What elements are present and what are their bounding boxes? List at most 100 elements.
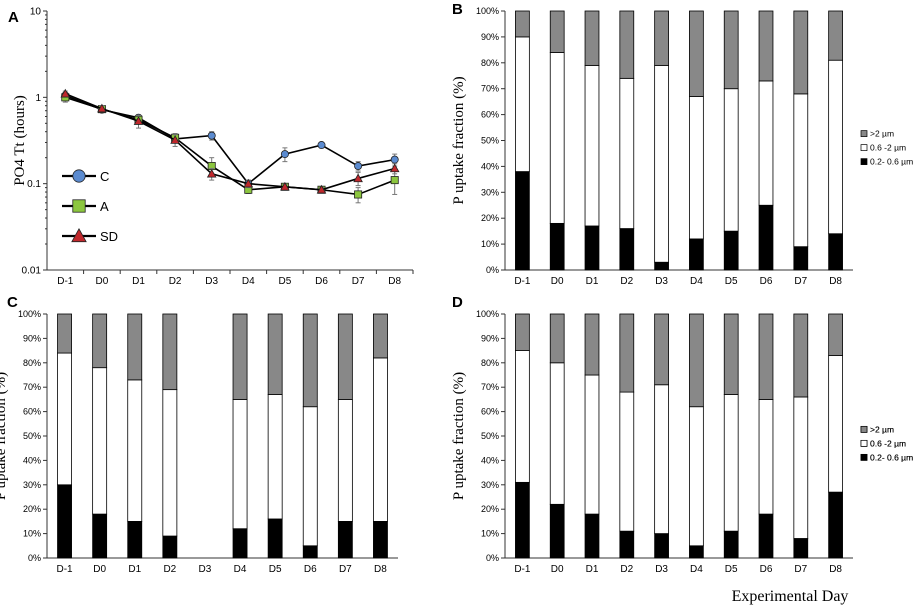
x-tick-label: D-1 (514, 276, 531, 287)
x-tick-label: D7 (352, 276, 365, 287)
legend-swatch-0-6-2-m (860, 439, 868, 447)
bar-d2 (162, 313, 178, 559)
bar-segment-0-6-2-m (793, 93, 809, 248)
data-point-c (354, 162, 363, 171)
bar-segment-0-2-0-6-m (723, 530, 739, 559)
bar-d4 (689, 10, 704, 271)
bar-d8 (373, 313, 388, 559)
bar-segment-0-6-2-m (549, 362, 565, 505)
x-tick-label: D8 (829, 564, 842, 575)
y-tick-label: 40% (481, 161, 499, 171)
bar-segment-0-2-0-6-m (232, 528, 248, 559)
x-tick-label: D8 (374, 564, 387, 575)
bar-segment-0-6-2-m (57, 352, 72, 486)
legend: CA SD (62, 169, 118, 244)
bar-d4 (689, 313, 704, 559)
legend-swatch-0-2-0-6-m (860, 158, 868, 165)
bar-segment-2-m (793, 313, 809, 398)
bar-segment-2-m (828, 10, 843, 61)
bar-segment-0-2-0-6-m (828, 233, 843, 271)
y-tick-label: 80% (481, 58, 499, 68)
panel-a: A 0.01 0.1 1 10 D-1 D0 D1 D2 D3 D4 D5 D6 D7 D8 PO4 Tt (… (8, 7, 414, 287)
bar-d-1 (515, 313, 530, 559)
bar-segment-2-m (689, 313, 704, 408)
bar-segment-2-m (302, 313, 318, 408)
bar-segment-2-m (549, 313, 565, 364)
y-tick-label: 50% (23, 431, 41, 441)
bar-d4 (232, 313, 248, 559)
bar-segment-2-m (723, 313, 739, 395)
bar-segment-2-m (57, 313, 72, 354)
bar-segment-0-6-2-m (302, 406, 318, 547)
bar-d7 (793, 10, 809, 271)
bar-segment-0-2-0-6-m (758, 204, 774, 271)
x-tick-label: D3 (655, 276, 668, 287)
y-tick-label: 60% (23, 407, 41, 417)
bar-d1 (584, 313, 600, 559)
y-axis-label: P uptake fraction (%) (451, 76, 467, 204)
x-tick-label: D2 (620, 564, 633, 575)
y-tick-label: 90% (23, 333, 41, 343)
x-tick-label: D2 (620, 276, 633, 287)
bar-segment-0-6-2-m (689, 406, 704, 547)
x-tick-label: D0 (93, 564, 106, 575)
data-point-sd (206, 168, 217, 178)
x-tick-label: D3 (205, 276, 218, 287)
y-tick-label: 10 (30, 7, 42, 18)
data-point-sd (60, 88, 71, 98)
data-point-a (390, 176, 399, 185)
y-tick-label: 100% (18, 309, 41, 319)
bar-d3 (654, 10, 669, 271)
legend-label-0-6-2-m: 0.6 -2 µm (870, 438, 906, 448)
bar-segment-0-6-2-m (758, 80, 774, 206)
y-tick-label: 50% (481, 431, 499, 441)
x-tick-label: D6 (315, 276, 328, 287)
x-tick-label: D-1 (57, 276, 74, 287)
bar-segment-0-2-0-6-m (57, 484, 72, 559)
x-tick-label: D0 (96, 276, 109, 287)
data-point-c (207, 131, 216, 140)
series-line-c (65, 94, 395, 185)
bar-segment-0-2-0-6-m (828, 491, 843, 559)
x-tick-label: D-1 (514, 564, 531, 575)
x-tick-label: D5 (269, 564, 282, 575)
data-point-a (354, 190, 363, 199)
bar-d0 (92, 313, 108, 559)
bar-segment-0-2-0-6-m (723, 230, 739, 271)
bar-segment-0-2-0-6-m (373, 521, 388, 559)
y-tick-label: 80% (23, 358, 41, 368)
x-tick-label: D5 (725, 564, 738, 575)
x-tick-label: D1 (586, 564, 599, 575)
bar-segment-0-6-2-m (793, 396, 809, 539)
bar-segment-0-2-0-6-m (689, 238, 704, 271)
bar-d5 (267, 313, 283, 559)
bar-segment-0-2-0-6-m (515, 171, 530, 271)
bar-segment-0-2-0-6-m (584, 225, 600, 271)
bar-d5 (723, 10, 739, 271)
legend-label-0-6-2-m: 0.6 -2 µm (870, 143, 906, 153)
legend-swatch-0-2-0-6-m (860, 453, 868, 461)
y-tick-label: 20% (481, 504, 499, 514)
y-tick-label: 90% (481, 333, 499, 343)
bar-segment-0-6-2-m (232, 398, 248, 530)
bar-d8 (828, 10, 843, 271)
bar-segment-2-m (654, 10, 669, 66)
bar-segment-0-6-2-m (654, 64, 669, 263)
x-tick-label: D7 (339, 564, 352, 575)
bar-segment-2-m (828, 313, 843, 356)
x-tick-label: D1 (586, 276, 599, 287)
panel-letter-b: B (452, 1, 463, 18)
legend-label-0-2-0-6-m: 0.2- 0.6 µm (870, 452, 913, 462)
legend-swatch-2-m (860, 425, 868, 433)
bar-d2 (619, 10, 635, 271)
panel-c: C0%10%20%30%40%50%60%70%80%90%100%D-1 D0 D… (0, 294, 913, 575)
data-point-sd (243, 178, 254, 188)
data-point-sd (170, 135, 180, 144)
bar-segment-0-6-2-m (584, 64, 600, 227)
bar-d6 (758, 313, 774, 559)
bar-d-1 (57, 313, 72, 559)
y-axis-label: P uptake fraction (%) (451, 372, 467, 500)
data-point-sd (389, 163, 400, 173)
y-tick-label: 30% (481, 187, 499, 197)
